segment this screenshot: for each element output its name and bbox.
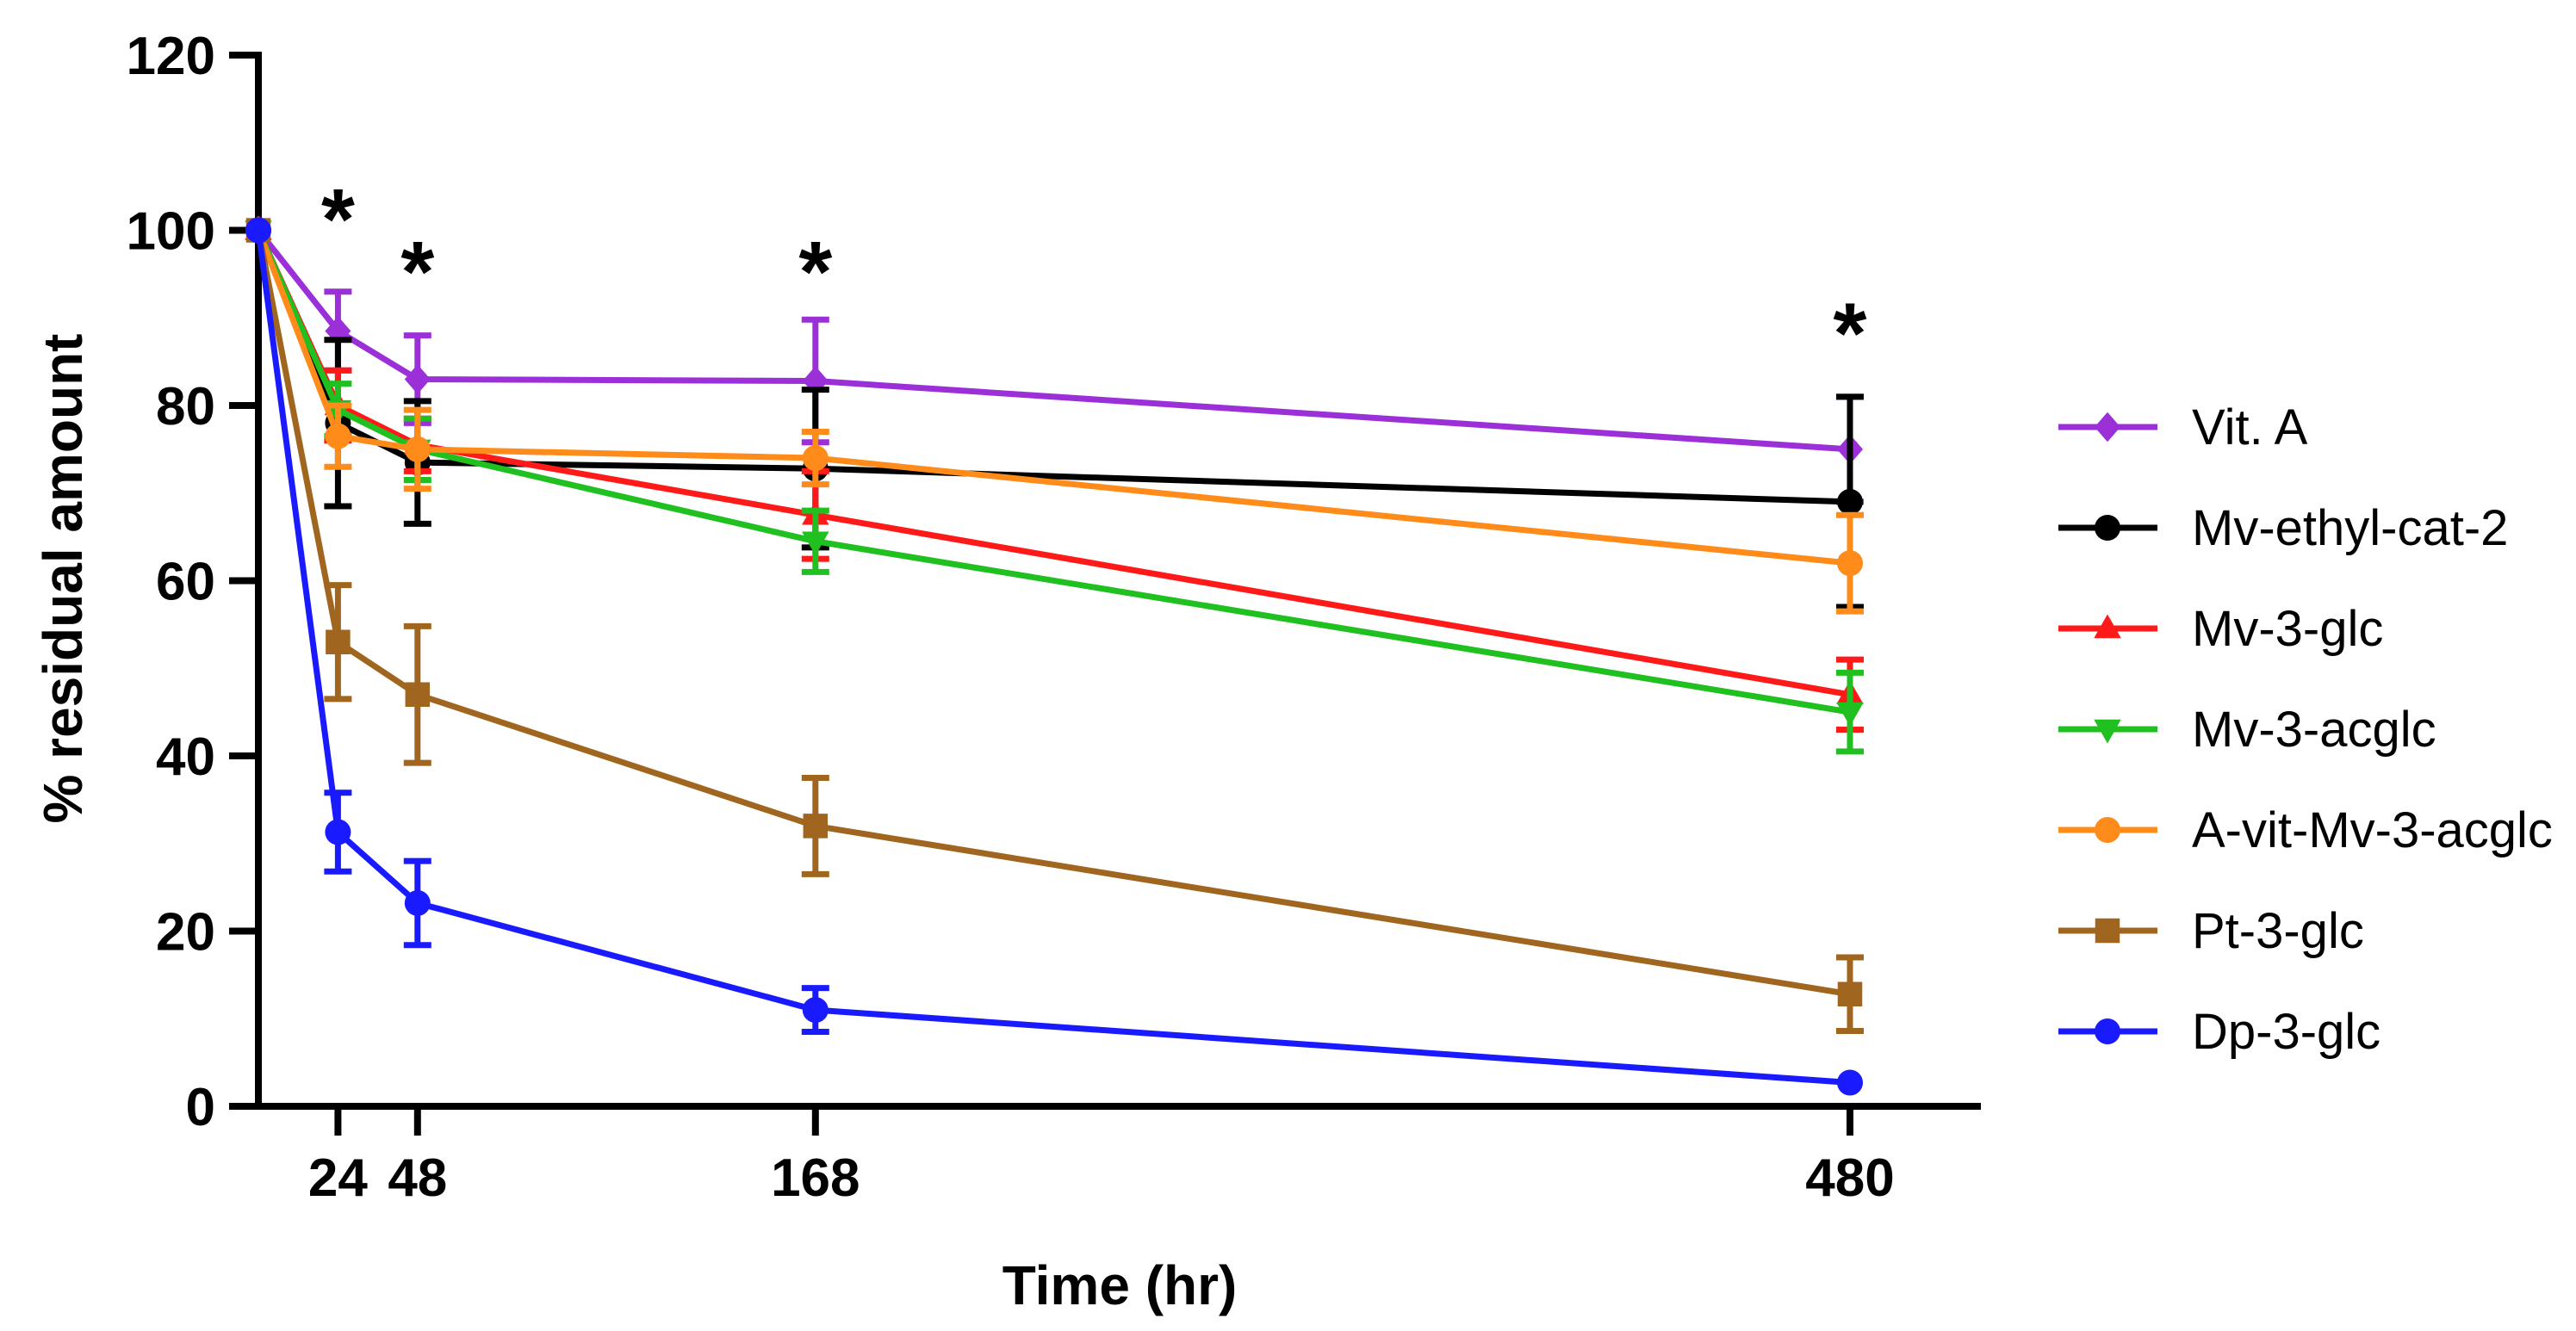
data-point	[325, 423, 351, 449]
series-pt-3-glc	[245, 218, 1864, 1034]
legend-label: Mv-3-glc	[2192, 601, 2383, 657]
series-layer	[245, 215, 1864, 1096]
legend-label: Mv-3-acglc	[2192, 702, 2436, 758]
x-ticks: 24 48 168 480	[308, 1106, 1895, 1208]
x-tick-label: 24	[308, 1148, 368, 1208]
data-point	[404, 889, 431, 916]
legend-label: Pt-3-glc	[2192, 903, 2364, 959]
data-point	[1837, 981, 1863, 1007]
data-point	[404, 364, 431, 394]
series-mv-3-acglc	[245, 220, 1864, 755]
x-tick-label: 480	[1805, 1148, 1894, 1208]
data-point	[1837, 1069, 1863, 1096]
series-line	[255, 229, 1851, 998]
series-line	[255, 229, 1851, 715]
data-point	[1837, 488, 1863, 515]
significance-asterisk: *	[321, 171, 355, 268]
data-point	[326, 629, 351, 654]
data-point	[325, 819, 351, 845]
legend-item: Pt-3-glc	[2058, 903, 2364, 959]
data-point	[803, 814, 829, 839]
y-tick-label: 40	[156, 727, 215, 787]
significance-asterisk: *	[400, 224, 434, 320]
legend-marker	[2094, 614, 2121, 639]
legend-item: Dp-3-glc	[2058, 1004, 2380, 1060]
legend-marker	[2095, 918, 2120, 944]
legend: Vit. A Mv-ethyl-cat-2 Mv-3-glc Mv-3-acglc A-…	[2058, 399, 2553, 1060]
legend-label: Vit. A	[2192, 399, 2308, 455]
axes	[255, 52, 1981, 1110]
y-axis-title: % residual amount	[32, 334, 94, 824]
y-tick-label: 80	[156, 377, 215, 436]
series-mv-3-glc	[245, 216, 1864, 733]
x-axis-title: Time (hr)	[1002, 1254, 1238, 1316]
data-point	[245, 217, 271, 244]
legend-marker	[2095, 817, 2120, 843]
x-tick-label: 168	[771, 1148, 860, 1208]
y-tick-label: 20	[156, 903, 215, 963]
legend-label: Mv-ethyl-cat-2	[2192, 500, 2508, 556]
legend-item: Mv-3-glc	[2058, 601, 2383, 657]
y-tick-label: 0	[186, 1078, 215, 1137]
data-point	[1836, 702, 1864, 727]
y-ticks: 0 20 40 60 80 100 120	[127, 27, 258, 1137]
x-tick-label: 48	[388, 1148, 447, 1208]
legend-item: Vit. A	[2058, 399, 2308, 455]
data-point	[1837, 550, 1863, 577]
legend-label: Dp-3-glc	[2192, 1004, 2380, 1060]
data-point	[802, 445, 829, 472]
annotations: * * * *	[321, 171, 1867, 381]
series-a-vit-mv-3-acglc	[245, 217, 1864, 615]
data-point	[405, 682, 431, 708]
significance-asterisk: *	[798, 224, 832, 320]
legend-marker	[2094, 719, 2121, 744]
y-tick-label: 60	[156, 553, 215, 612]
series-dp-3-glc	[245, 217, 1863, 1096]
y-tick-label: 120	[127, 27, 215, 86]
legend-marker	[2095, 515, 2120, 541]
series-line	[256, 228, 1851, 453]
data-point	[802, 997, 829, 1024]
y-tick-label: 100	[127, 202, 215, 262]
legend-item: A-vit-Mv-3-acglc	[2058, 802, 2553, 858]
legend-marker	[2095, 412, 2120, 443]
legend-item: Mv-3-acglc	[2058, 702, 2436, 758]
legend-item: Mv-ethyl-cat-2	[2058, 500, 2508, 556]
legend-marker	[2095, 1018, 2120, 1044]
legend-label: A-vit-Mv-3-acglc	[2192, 802, 2553, 858]
series-mv-ethyl-cat-2	[245, 217, 1864, 610]
data-point	[802, 531, 829, 556]
data-point	[404, 436, 431, 462]
significance-asterisk: *	[1834, 285, 1867, 381]
